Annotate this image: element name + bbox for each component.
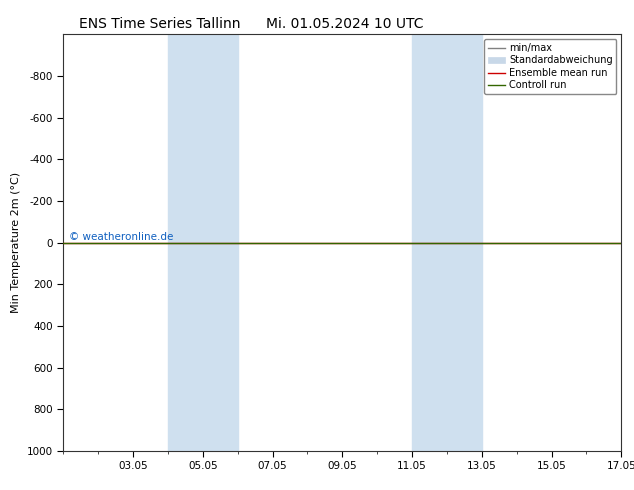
- Legend: min/max, Standardabweichung, Ensemble mean run, Controll run: min/max, Standardabweichung, Ensemble me…: [484, 39, 616, 94]
- Y-axis label: Min Temperature 2m (°C): Min Temperature 2m (°C): [11, 172, 22, 313]
- Bar: [412, 34, 482, 451]
- Text: © weatheronline.de: © weatheronline.de: [69, 232, 173, 242]
- Text: ENS Time Series Tallinn: ENS Time Series Tallinn: [79, 17, 241, 31]
- Bar: [168, 34, 238, 451]
- Text: Mi. 01.05.2024 10 UTC: Mi. 01.05.2024 10 UTC: [266, 17, 424, 31]
